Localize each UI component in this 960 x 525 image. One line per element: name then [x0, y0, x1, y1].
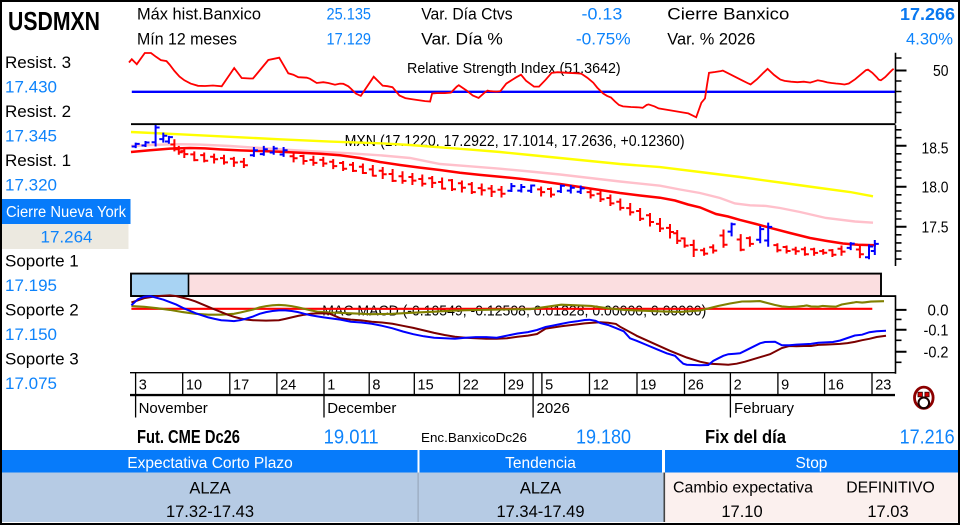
- svg-text:-0.2: -0.2: [924, 345, 949, 362]
- svg-text:2026: 2026: [537, 400, 570, 417]
- svg-text:17.216: 17.216: [900, 427, 955, 449]
- svg-text:0.0: 0.0: [928, 303, 949, 320]
- svg-text:26: 26: [688, 378, 704, 394]
- svg-text:5: 5: [545, 378, 553, 394]
- svg-text:19.011: 19.011: [324, 427, 379, 449]
- svg-text:16: 16: [828, 378, 844, 394]
- svg-text:Soporte 2: Soporte 2: [5, 301, 79, 320]
- svg-text:50: 50: [933, 63, 949, 80]
- svg-text:10: 10: [186, 378, 202, 394]
- svg-text:February: February: [734, 400, 795, 417]
- svg-text:17.10: 17.10: [721, 503, 762, 521]
- svg-text:17.129: 17.129: [327, 30, 372, 49]
- svg-text:Fut. CME Dc26: Fut. CME Dc26: [137, 427, 240, 447]
- svg-text:Mín 12 meses: Mín 12 meses: [137, 30, 237, 49]
- svg-text:17.150: 17.150: [5, 325, 57, 344]
- svg-text:15: 15: [418, 378, 434, 394]
- svg-text:17.195: 17.195: [5, 276, 57, 295]
- svg-text:USDMXN: USDMXN: [8, 6, 100, 36]
- svg-text:2: 2: [734, 378, 742, 394]
- svg-text:Var. Día Ctvs: Var. Día Ctvs: [421, 5, 512, 24]
- svg-text:Cambio expectativa: Cambio expectativa: [673, 480, 813, 497]
- svg-text:29: 29: [508, 378, 524, 394]
- svg-text:Soporte 1: Soporte 1: [5, 252, 79, 271]
- svg-text:MXN (17.1220, 17.2922, 17.1014: MXN (17.1220, 17.2922, 17.1014, 17.2636,…: [345, 133, 685, 150]
- svg-text:Fix del día: Fix del día: [705, 427, 787, 447]
- svg-text:19.180: 19.180: [576, 427, 631, 449]
- svg-text:Expectativa Corto Plazo: Expectativa Corto Plazo: [127, 455, 292, 472]
- svg-text:22: 22: [463, 378, 479, 394]
- svg-text:17.345: 17.345: [5, 127, 57, 146]
- svg-text:ALZA: ALZA: [189, 480, 230, 498]
- svg-text:Resist. 2: Resist. 2: [5, 102, 71, 121]
- svg-text:Enc.BanxicoDc26: Enc.BanxicoDc26: [421, 430, 527, 445]
- svg-text:Resist. 1: Resist. 1: [5, 151, 71, 170]
- svg-text:ALZA: ALZA: [520, 480, 561, 498]
- svg-text:17.34-17.49: 17.34-17.49: [496, 503, 584, 521]
- svg-text:17.430: 17.430: [5, 78, 57, 97]
- svg-text:-0.75%: -0.75%: [576, 30, 631, 49]
- svg-text:24: 24: [280, 378, 296, 394]
- svg-text:Var. % 2026: Var. % 2026: [667, 30, 755, 49]
- svg-text:12: 12: [593, 378, 609, 394]
- svg-text:4.30%: 4.30%: [906, 30, 953, 49]
- svg-text:November: November: [139, 400, 208, 417]
- svg-text:Cierre Nueva York: Cierre Nueva York: [6, 204, 126, 221]
- svg-text:9: 9: [781, 378, 789, 394]
- svg-text:17.320: 17.320: [5, 176, 57, 195]
- svg-text:17: 17: [233, 378, 249, 394]
- svg-text:3: 3: [139, 378, 147, 394]
- svg-text:Cierre Banxico: Cierre Banxico: [667, 5, 789, 24]
- svg-text:Tendencia: Tendencia: [505, 455, 576, 472]
- svg-text:19: 19: [640, 378, 656, 394]
- svg-text:Stop: Stop: [796, 455, 828, 472]
- svg-text:Máx hist.Banxico: Máx hist.Banxico: [137, 5, 261, 24]
- svg-text:17.03: 17.03: [867, 503, 908, 521]
- svg-text:December: December: [327, 400, 396, 417]
- svg-text:1: 1: [327, 378, 335, 394]
- svg-text:-0.13: -0.13: [582, 5, 623, 24]
- svg-text:23: 23: [875, 378, 891, 394]
- svg-text:MAC MACD (-0.10549, -0.12508,: MAC MACD (-0.10549, -0.12508, 0.01828, 0…: [322, 302, 706, 319]
- svg-text:17.075: 17.075: [5, 374, 57, 393]
- svg-text:25.135: 25.135: [327, 5, 372, 24]
- svg-text:18.0: 18.0: [922, 180, 949, 197]
- svg-text:17.264: 17.264: [41, 228, 93, 247]
- svg-text:Resist. 3: Resist. 3: [5, 53, 71, 72]
- svg-text:17.5: 17.5: [922, 220, 949, 237]
- svg-text:-0.1: -0.1: [924, 323, 949, 340]
- svg-text:18.5: 18.5: [922, 141, 949, 158]
- svg-text:17.32-17.43: 17.32-17.43: [166, 503, 254, 521]
- svg-text:17.266: 17.266: [900, 4, 955, 24]
- svg-text:8: 8: [372, 378, 380, 394]
- svg-text:Var. Día %: Var. Día %: [421, 30, 503, 49]
- svg-text:Soporte 3: Soporte 3: [5, 350, 79, 369]
- svg-text:DEFINITIVO: DEFINITIVO: [846, 480, 935, 497]
- svg-text:Relative Strength Index (51.36: Relative Strength Index (51.3642): [407, 60, 621, 77]
